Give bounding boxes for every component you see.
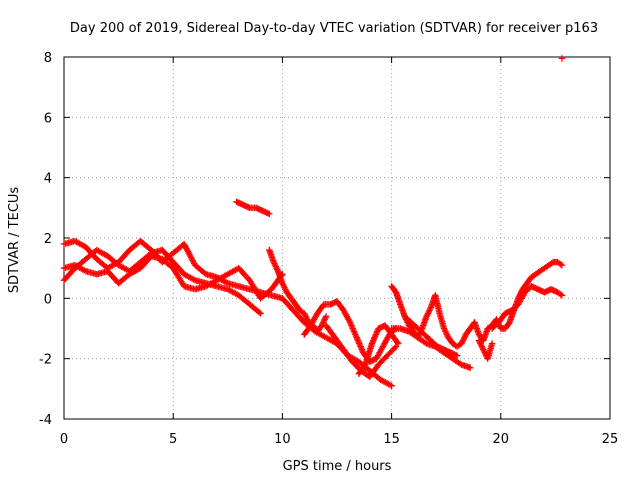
data-point <box>548 259 555 267</box>
data-point <box>388 382 395 390</box>
data-point <box>255 309 263 316</box>
x-tick-label: 5 <box>169 432 177 447</box>
data-point <box>453 352 461 359</box>
chart-title: Day 200 of 2019, Sidereal Day-to-day VTE… <box>70 21 598 36</box>
data-point <box>467 364 474 371</box>
x-tick-label: 0 <box>60 432 68 447</box>
data-point <box>266 210 273 218</box>
data-point <box>557 260 564 268</box>
data-point <box>557 291 564 298</box>
data-point <box>391 344 398 352</box>
data-marks <box>60 55 566 390</box>
data-point <box>257 310 264 317</box>
data-point <box>361 362 368 370</box>
y-tick-label: 6 <box>44 111 52 126</box>
x-tick-label: 25 <box>602 432 619 447</box>
data-point <box>394 339 401 346</box>
axis-ticks <box>63 56 611 420</box>
y-tick-label: 2 <box>44 232 52 247</box>
x-axis-label: GPS time / hours <box>283 459 392 474</box>
data-point <box>488 340 496 347</box>
y-tick-label: -2 <box>39 353 52 368</box>
y-tick-labels: -4 -2 0 2 4 6 8 <box>39 51 52 428</box>
x-tick-labels: 0 5 10 15 20 25 <box>60 432 618 447</box>
x-tick-label: 10 <box>274 432 291 447</box>
y-tick-label: 8 <box>44 51 52 66</box>
data-point <box>558 261 566 269</box>
y-tick-label: 4 <box>44 172 52 187</box>
y-axis-label: SDTVAR / TECUs <box>7 187 22 294</box>
y-tick-label: 0 <box>44 292 52 307</box>
data-point <box>558 55 566 62</box>
x-tick-label: 15 <box>383 432 400 447</box>
data-point <box>394 340 402 347</box>
y-tick-label: -4 <box>39 413 52 428</box>
x-tick-label: 20 <box>493 432 510 447</box>
data-point <box>558 292 566 299</box>
data-point <box>322 313 330 320</box>
